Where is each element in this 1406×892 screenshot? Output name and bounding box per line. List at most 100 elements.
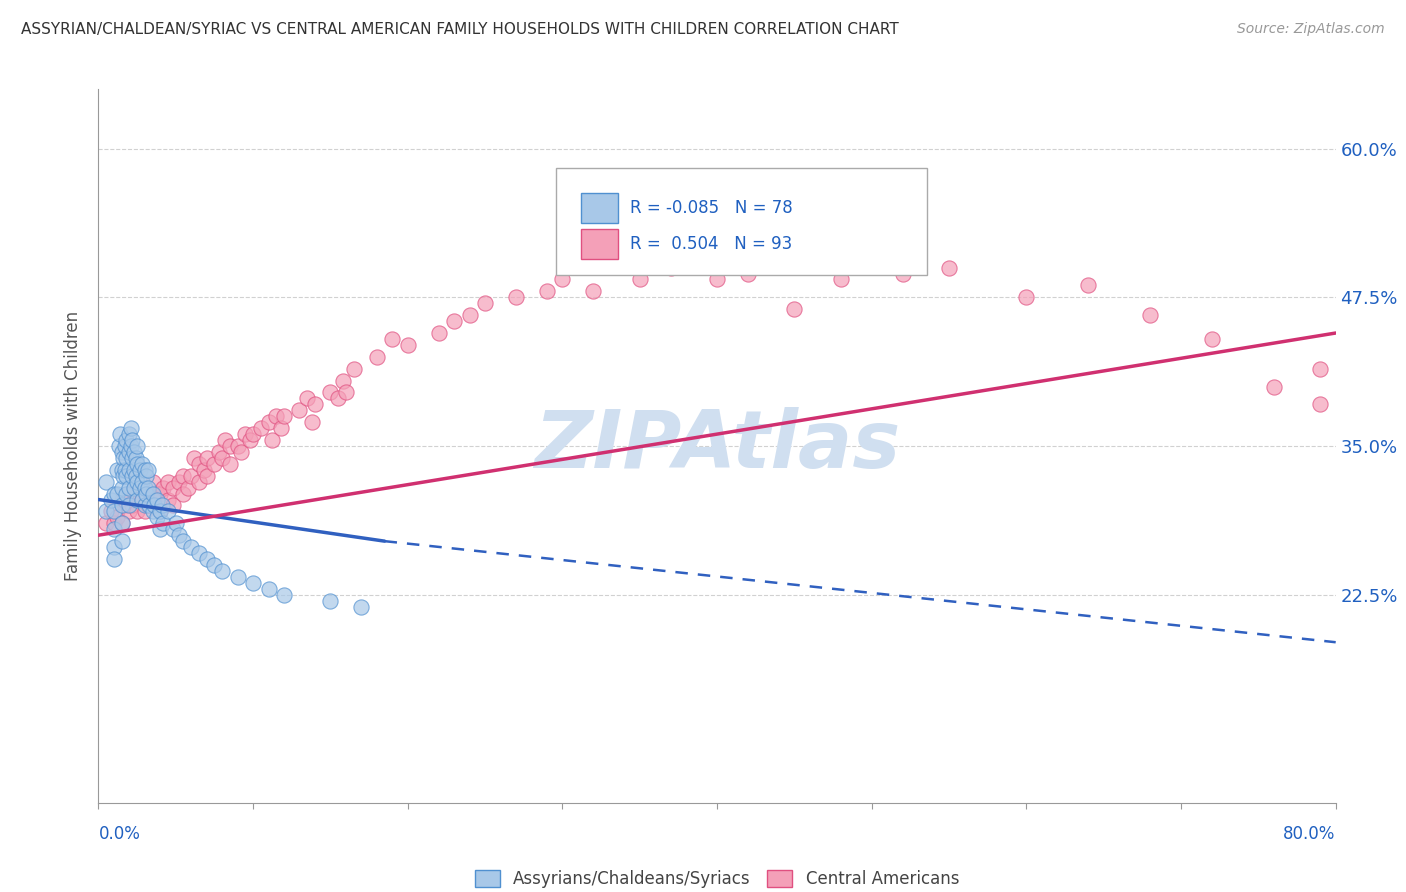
Point: [131, 457, 153, 471]
Point: [142, 504, 165, 518]
Point: [273, 588, 295, 602]
Point: [173, 534, 195, 549]
Point: [103, 522, 125, 536]
Point: [127, 486, 149, 500]
Point: [167, 528, 190, 542]
Point: [551, 272, 574, 286]
Point: [118, 499, 141, 513]
Point: [124, 450, 146, 465]
Point: [111, 516, 134, 531]
Point: [115, 486, 138, 500]
Point: [121, 468, 143, 483]
Point: [737, 267, 759, 281]
Point: [96, 504, 118, 518]
Point: [122, 463, 145, 477]
Point: [242, 575, 264, 590]
Text: ZIPAtlas: ZIPAtlas: [534, 407, 900, 485]
Point: [188, 546, 211, 560]
Point: [131, 492, 153, 507]
Point: [396, 338, 419, 352]
Point: [301, 415, 323, 429]
Point: [135, 468, 157, 483]
Point: [659, 260, 682, 275]
Point: [138, 499, 160, 513]
Point: [343, 361, 366, 376]
Point: [162, 522, 184, 536]
Point: [211, 450, 233, 465]
Point: [115, 468, 138, 483]
Point: [118, 445, 141, 459]
Point: [1309, 361, 1331, 376]
Point: [319, 385, 342, 400]
Point: [142, 475, 165, 489]
Point: [134, 504, 156, 518]
Point: [157, 492, 180, 507]
Point: [111, 481, 134, 495]
Point: [134, 481, 156, 495]
Point: [214, 433, 236, 447]
Point: [136, 463, 159, 477]
Point: [105, 486, 128, 500]
Point: [152, 481, 174, 495]
Point: [112, 468, 135, 483]
Point: [242, 427, 264, 442]
Point: [100, 504, 122, 518]
Text: 80.0%: 80.0%: [1284, 825, 1336, 843]
Point: [127, 439, 149, 453]
Point: [124, 468, 146, 483]
Point: [118, 504, 141, 518]
Point: [103, 540, 125, 554]
Point: [150, 499, 173, 513]
Point: [111, 463, 134, 477]
Point: [129, 481, 152, 495]
Point: [105, 510, 128, 524]
Point: [103, 516, 125, 531]
Point: [112, 450, 135, 465]
Point: [938, 260, 960, 275]
Point: [100, 492, 122, 507]
Point: [121, 499, 143, 513]
Point: [326, 392, 350, 406]
Point: [136, 499, 159, 513]
Point: [152, 516, 174, 531]
Point: [118, 481, 141, 495]
Point: [120, 439, 142, 453]
Point: [118, 427, 141, 442]
Point: [114, 463, 136, 477]
Point: [127, 504, 149, 518]
Text: R =  0.504   N = 93: R = 0.504 N = 93: [630, 235, 793, 253]
Point: [204, 558, 226, 572]
Point: [167, 475, 190, 489]
Point: [115, 433, 138, 447]
Point: [288, 403, 311, 417]
Point: [332, 374, 354, 388]
Point: [146, 492, 169, 507]
Point: [157, 475, 180, 489]
Point: [149, 522, 172, 536]
Point: [111, 516, 134, 531]
Point: [157, 504, 180, 518]
Point: [204, 457, 226, 471]
Point: [260, 433, 283, 447]
Point: [180, 468, 202, 483]
Point: [107, 439, 129, 453]
Point: [304, 397, 326, 411]
Point: [122, 481, 145, 495]
Point: [146, 486, 169, 500]
Point: [266, 409, 288, 424]
Point: [211, 564, 233, 578]
Point: [103, 552, 125, 566]
FancyBboxPatch shape: [557, 168, 928, 275]
Point: [121, 450, 143, 465]
Point: [127, 475, 149, 489]
Point: [1077, 278, 1099, 293]
Point: [188, 457, 211, 471]
Point: [135, 486, 157, 500]
Point: [122, 445, 145, 459]
Point: [127, 457, 149, 471]
Point: [149, 486, 172, 500]
Text: R = -0.085   N = 78: R = -0.085 N = 78: [630, 200, 793, 218]
Point: [505, 290, 527, 304]
Point: [195, 450, 218, 465]
Point: [121, 433, 143, 447]
